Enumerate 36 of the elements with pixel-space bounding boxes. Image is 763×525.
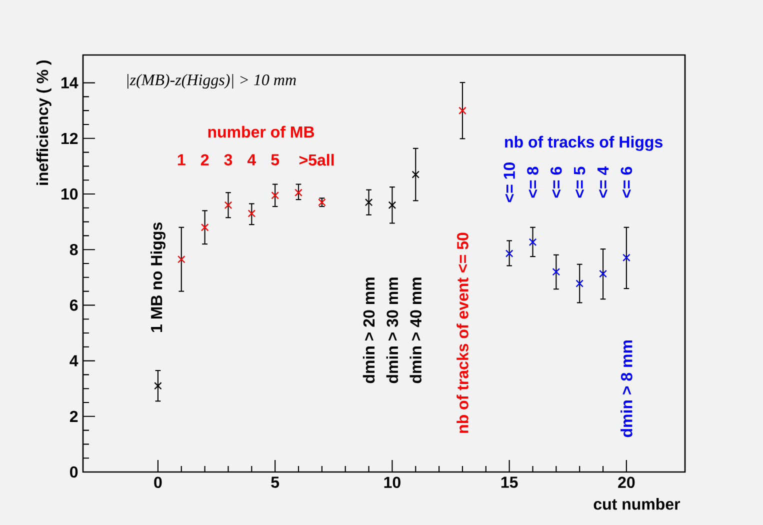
x-tick-label: 20 — [618, 476, 635, 488]
annotation: 4 — [247, 154, 256, 166]
y-tick-label: 8 — [70, 244, 78, 256]
annotation: 3 — [224, 154, 232, 166]
annotation: <= 4 — [598, 166, 609, 198]
annotation: dmin > 20 mm — [362, 278, 375, 384]
annotation: |z(MB)-z(Higgs)| > 10 mm — [128, 74, 296, 89]
annotation: <= 5 — [574, 166, 586, 198]
annotation: 1 — [178, 154, 186, 166]
y-tick-label: 4 — [70, 355, 78, 366]
annotation: <= 6 — [620, 166, 632, 198]
annotation: dmin > 8 mm — [620, 340, 632, 438]
x-tick-label: 15 — [501, 476, 518, 488]
annotation: nb of tracks of event <= 50 — [456, 232, 468, 433]
y-tick-label: 10 — [62, 188, 78, 200]
x-tick-label: 10 — [384, 476, 400, 488]
annotation: number of MB — [208, 126, 314, 138]
annotation: <= 6 — [550, 166, 562, 198]
annotation: >5all — [299, 154, 334, 166]
annotation: 2 — [200, 154, 209, 166]
annotation: dmin > 30 mm — [386, 278, 398, 384]
y-tick-label: 6 — [70, 300, 78, 311]
annotation: <= 10 — [504, 162, 515, 202]
annotation: dmin > 40 mm — [410, 278, 422, 384]
y-tick-label: 2 — [70, 410, 78, 422]
y-tick-label: 12 — [62, 132, 78, 144]
annotation: <= 8 — [527, 166, 538, 198]
y-axis-title: inefficiency ( % ) — [36, 60, 52, 185]
y-tick-label: 14 — [62, 77, 78, 88]
annotation: 1 MB no Higgs — [150, 222, 166, 332]
x-tick-label: 0 — [154, 476, 162, 488]
annotation: nb of tracks of Higgs — [505, 136, 662, 151]
annotation: 5 — [271, 154, 280, 166]
x-tick-label: 5 — [271, 476, 280, 488]
x-axis-title: cut number — [594, 498, 680, 510]
y-tick-label: 0 — [70, 466, 78, 478]
